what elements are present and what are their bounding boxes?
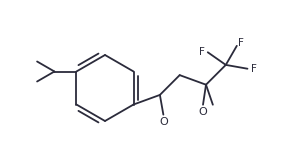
- Text: F: F: [250, 64, 256, 74]
- Text: F: F: [238, 38, 244, 48]
- Text: F: F: [199, 47, 205, 57]
- Text: O: O: [159, 117, 168, 127]
- Text: O: O: [199, 107, 207, 117]
